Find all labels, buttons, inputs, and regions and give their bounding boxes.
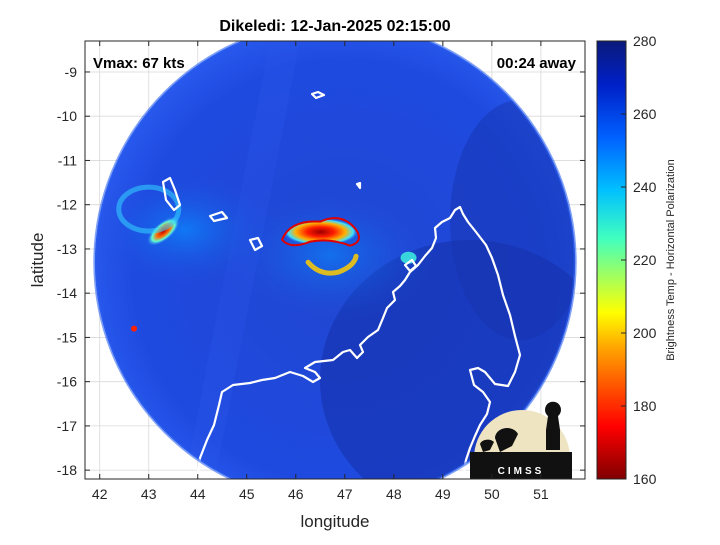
mayotte-island — [310, 90, 326, 100]
colorbar-tick-label: 220 — [633, 252, 657, 268]
cloud-shield-center — [220, 185, 440, 325]
swath-edge — [93, 41, 577, 479]
y-tick-label: -10 — [57, 108, 77, 124]
x-tick-label: 47 — [337, 486, 353, 502]
y-tick-label: -9 — [65, 64, 78, 80]
x-tick-label: 50 — [484, 486, 500, 502]
logo-water-tower — [545, 401, 561, 450]
y-tick-label: -12 — [57, 197, 77, 213]
y-tick-label: -14 — [57, 285, 77, 301]
x-axis: 42 43 44 45 46 47 48 49 50 51 — [92, 41, 549, 502]
y-tick-label: -15 — [57, 329, 77, 345]
cimss-logo: CIMSS — [470, 401, 572, 479]
eyewall-south-arc — [305, 253, 359, 276]
colorbar-tick-label: 260 — [633, 106, 657, 122]
x-tick-label: 42 — [92, 486, 108, 502]
colorbar-tick-label: 240 — [633, 179, 657, 195]
time-away-label: 00:24 away — [497, 55, 577, 72]
outer-band-ring — [116, 184, 182, 234]
grande-comore-island — [161, 176, 182, 212]
y-tick-label: -17 — [57, 418, 77, 434]
logo-satellite-dish — [495, 427, 518, 452]
x-tick-label: 48 — [386, 486, 402, 502]
colorbar-label: Brightness Temp - Horizontal Polarizatio… — [665, 159, 677, 361]
x-tick-label: 44 — [190, 486, 206, 502]
x-tick-label: 43 — [141, 486, 157, 502]
vmax-label: Vmax: 67 kts — [93, 55, 185, 72]
y-tick-label: -11 — [58, 152, 77, 168]
y-axis: -9 -10 -11 -12 -13 -14 -15 -16 -17 -18 — [57, 64, 585, 478]
x-axis-label: longitude — [300, 512, 369, 531]
colorbar-tick-label: 200 — [633, 325, 657, 341]
anjouan-island — [248, 236, 264, 252]
y-tick-label: -16 — [57, 374, 77, 390]
chart-title: Dikeledi: 12-Jan-2025 02:15:00 — [219, 18, 450, 35]
islet-north — [355, 181, 362, 190]
small-cell-west — [131, 325, 138, 332]
y-tick-label: -13 — [57, 241, 77, 257]
logo-dish-small — [480, 439, 494, 452]
coastline — [161, 90, 522, 479]
nosy-be-island — [403, 258, 418, 273]
y-tick-label: -18 — [57, 462, 77, 478]
x-tick-label: 45 — [239, 486, 255, 502]
x-tick-label: 49 — [435, 486, 451, 502]
colorbar-tick-label: 180 — [633, 398, 657, 414]
colorbar-tick-label: 160 — [633, 471, 657, 487]
x-tick-label: 46 — [288, 486, 304, 502]
colorbar-tick-label: 280 — [633, 33, 657, 49]
eyewall-north-arc — [280, 217, 360, 247]
x-tick-label: 51 — [533, 486, 549, 502]
axes-frame — [84, 40, 586, 480]
logo-building — [470, 452, 572, 479]
moheli-island — [208, 210, 229, 223]
madagascar-coast — [195, 205, 522, 479]
logo-text: CIMSS — [498, 466, 545, 477]
colorbar-ticks: 160 180 200 220 240 260 280 — [621, 33, 657, 487]
y-axis-label: latitude — [28, 233, 47, 288]
